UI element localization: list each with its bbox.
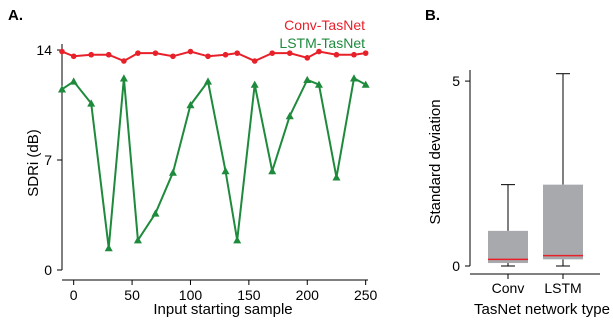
data-point bbox=[59, 48, 65, 55]
x-tick-label: 150 bbox=[237, 287, 261, 303]
data-point bbox=[351, 51, 357, 58]
legend-conv-tasnet: Conv-TasNet bbox=[284, 17, 365, 33]
data-point bbox=[88, 51, 94, 58]
data-point bbox=[361, 80, 370, 88]
data-point bbox=[105, 51, 112, 58]
data-point bbox=[221, 167, 230, 175]
panel-a-label: A. bbox=[8, 7, 23, 24]
data-point bbox=[251, 58, 258, 64]
data-point bbox=[314, 80, 323, 88]
data-point bbox=[187, 48, 194, 55]
boxes-group bbox=[488, 73, 583, 267]
y-ticks: 05 bbox=[452, 73, 470, 274]
data-point bbox=[362, 50, 369, 56]
data-point bbox=[119, 74, 128, 82]
x-tick-label: 100 bbox=[179, 287, 203, 303]
x-tick-label: Conv bbox=[492, 280, 525, 296]
x-ticks: Conv LSTM bbox=[492, 274, 582, 296]
data-point bbox=[135, 50, 141, 56]
data-point bbox=[203, 77, 212, 85]
data-point bbox=[303, 75, 312, 84]
y-axis-label: Standard deviation bbox=[427, 99, 444, 224]
data-point bbox=[349, 74, 358, 82]
series-group bbox=[58, 48, 370, 252]
y-tick-label: 14 bbox=[36, 42, 52, 58]
data-point bbox=[269, 50, 276, 56]
data-point bbox=[186, 101, 195, 109]
data-point bbox=[151, 209, 160, 217]
data-point bbox=[268, 167, 277, 175]
data-point bbox=[234, 50, 240, 56]
data-point bbox=[222, 51, 229, 58]
line-chart-panel: 0 7 14 0 50 100 150 200 250 SDRi (dB) Input sta… bbox=[25, 17, 378, 318]
x-ticks: 0 50 100 150 200 250 bbox=[70, 280, 378, 303]
x-tick-label: LSTM bbox=[544, 280, 581, 296]
data-point bbox=[121, 58, 127, 64]
data-point bbox=[69, 77, 78, 85]
y-tick-label: 0 bbox=[44, 262, 52, 278]
data-point bbox=[332, 173, 341, 181]
panel-b-label: B. bbox=[425, 7, 440, 24]
data-point bbox=[250, 80, 259, 88]
y-tick-label: 7 bbox=[44, 152, 52, 168]
box-plot-panel: 05 Conv LSTM Standard deviation TasNet ne… bbox=[427, 70, 610, 318]
series-line-1 bbox=[61, 76, 367, 249]
data-point bbox=[104, 244, 113, 252]
data-point bbox=[70, 53, 77, 60]
box-lstm bbox=[543, 184, 583, 260]
x-axis-label: Input starting sample bbox=[153, 301, 292, 318]
data-point bbox=[333, 51, 340, 58]
y-tick-label: 0 bbox=[452, 258, 460, 274]
x-tick-label: 50 bbox=[124, 287, 140, 303]
y-tick-label: 5 bbox=[452, 73, 460, 89]
data-point bbox=[58, 85, 66, 93]
x-tick-label: 200 bbox=[296, 287, 320, 303]
x-tick-label: 250 bbox=[354, 287, 378, 303]
data-point bbox=[168, 168, 177, 176]
data-point bbox=[316, 48, 322, 55]
data-point bbox=[152, 50, 159, 56]
data-point bbox=[87, 99, 96, 107]
data-point bbox=[170, 53, 176, 60]
box-conv bbox=[488, 230, 528, 264]
x-tick-label: 0 bbox=[70, 287, 78, 303]
data-point bbox=[233, 236, 242, 244]
legend-lstm-tasnet: LSTM-TasNet bbox=[279, 35, 365, 51]
data-point bbox=[286, 50, 293, 56]
x-axis-label: TasNet network type bbox=[474, 301, 610, 318]
data-point bbox=[205, 53, 211, 60]
data-point bbox=[304, 55, 311, 61]
data-point bbox=[133, 236, 142, 244]
y-axis-label: SDRi (dB) bbox=[25, 129, 42, 197]
data-point bbox=[285, 112, 294, 120]
